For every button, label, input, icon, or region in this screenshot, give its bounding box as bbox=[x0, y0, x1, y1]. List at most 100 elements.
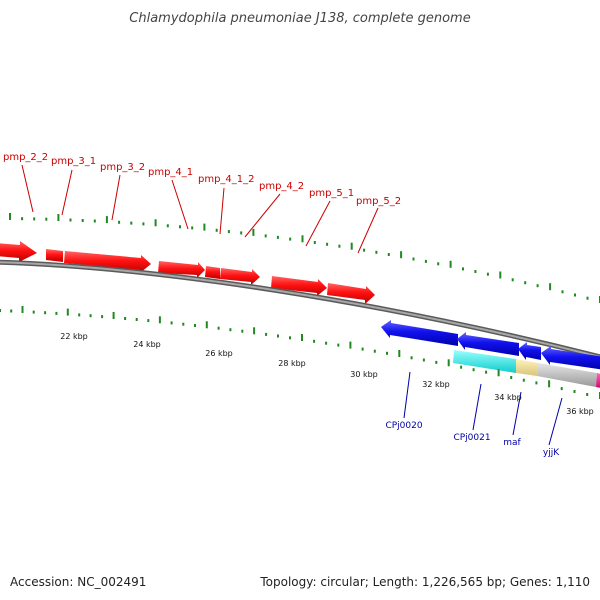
minor-tick bbox=[227, 230, 230, 234]
reverse-gene-arrow[interactable] bbox=[457, 332, 519, 356]
minor-tick bbox=[124, 317, 127, 320]
major-tick bbox=[301, 334, 303, 341]
reverse-gene-arrow[interactable] bbox=[381, 320, 458, 346]
forward-gene-arrow[interactable] bbox=[205, 266, 220, 279]
minor-tick bbox=[265, 332, 268, 336]
reverse-strand-genes bbox=[381, 320, 600, 389]
minor-tick bbox=[522, 378, 525, 382]
gene-label-maf[interactable]: maf bbox=[503, 438, 521, 448]
reverse-gene-block-cyan[interactable] bbox=[453, 350, 516, 373]
minor-tick bbox=[142, 222, 145, 226]
minor-tick bbox=[313, 241, 316, 244]
major-tick bbox=[400, 251, 403, 259]
major-tick bbox=[548, 380, 551, 388]
gene-label-yjjK[interactable]: yjjK bbox=[543, 448, 560, 458]
scale-label: 26 kbp bbox=[205, 349, 233, 358]
minor-tick bbox=[424, 259, 427, 263]
minor-tick bbox=[32, 310, 35, 314]
major-tick bbox=[205, 321, 208, 329]
forward-gene-label-texts: pmp_2_2 pmp_3_1 pmp_3_2 pmp_4_1 pmp_4_1_… bbox=[3, 152, 401, 207]
minor-tick bbox=[93, 219, 96, 223]
minor-tick bbox=[574, 293, 576, 297]
minor-tick bbox=[135, 318, 138, 321]
gene-label-pmp_4_2[interactable]: pmp_4_2 bbox=[259, 181, 304, 192]
minor-tick bbox=[586, 393, 589, 396]
minor-tick bbox=[81, 219, 84, 222]
minor-tick bbox=[264, 234, 267, 238]
reverse-gene-arrow[interactable] bbox=[518, 342, 541, 360]
gene-label-pmp_4_1[interactable]: pmp_4_1 bbox=[148, 167, 193, 178]
minor-tick bbox=[536, 284, 539, 288]
minor-tick bbox=[217, 326, 220, 330]
map-title: Chlamydophila pneumoniae J138, complete … bbox=[129, 11, 470, 26]
gene-label-CPj0020[interactable]: CPj0020 bbox=[385, 421, 422, 431]
gene-label-CPj0021[interactable]: CPj0021 bbox=[453, 433, 490, 443]
minor-tick bbox=[241, 329, 244, 333]
forward-gene-arrow[interactable] bbox=[158, 261, 205, 278]
major-tick bbox=[154, 219, 157, 227]
minor-tick bbox=[412, 257, 415, 261]
reverse-gene-block-magenta[interactable] bbox=[596, 373, 600, 389]
minor-tick bbox=[289, 336, 291, 340]
scale-labels: 22 kbp 24 kbp 26 kbp 28 kbp 30 kbp 32 kb… bbox=[60, 332, 594, 416]
minor-tick bbox=[194, 324, 196, 327]
scale-label: 34 kbp bbox=[494, 393, 522, 402]
minor-tick bbox=[474, 270, 477, 273]
minor-tick bbox=[44, 311, 47, 315]
gene-label-pmp_3_1[interactable]: pmp_3_1 bbox=[51, 156, 96, 167]
major-tick bbox=[57, 214, 60, 221]
major-tick bbox=[105, 216, 108, 224]
forward-gene-labels bbox=[21, 164, 379, 254]
minor-tick bbox=[166, 224, 169, 228]
forward-gene-arrow[interactable] bbox=[46, 249, 63, 262]
minor-tick bbox=[55, 311, 58, 315]
gene-label-pmp_5_1[interactable]: pmp_5_1 bbox=[309, 188, 354, 199]
major-tick bbox=[203, 223, 206, 231]
forward-gene-arrow[interactable] bbox=[327, 283, 375, 304]
gene-label-pmp_4_1_2[interactable]: pmp_4_1_2 bbox=[198, 174, 255, 185]
major-tick bbox=[9, 213, 11, 220]
reverse-gene-arrow[interactable] bbox=[541, 346, 600, 370]
minor-tick bbox=[435, 360, 438, 364]
inner-tick-track bbox=[0, 306, 600, 399]
minor-tick bbox=[561, 290, 564, 294]
forward-gene-arrow[interactable] bbox=[64, 251, 151, 273]
reverse-gene-label-texts: CPj0020 CPj0021 maf yjjK bbox=[385, 421, 560, 458]
minor-tick bbox=[33, 217, 36, 221]
reverse-gene-block-gray[interactable] bbox=[537, 363, 597, 387]
gene-label-pmp_5_2[interactable]: pmp_5_2 bbox=[356, 196, 401, 207]
major-tick bbox=[549, 283, 552, 291]
minor-tick bbox=[147, 319, 150, 323]
major-tick bbox=[497, 369, 500, 377]
minor-tick bbox=[485, 370, 488, 374]
minor-tick bbox=[472, 368, 475, 372]
reverse-gene-block-yellow[interactable] bbox=[516, 359, 538, 376]
minor-tick bbox=[486, 272, 489, 276]
minor-tick bbox=[326, 242, 329, 246]
minor-tick bbox=[277, 334, 279, 338]
minor-tick bbox=[338, 244, 341, 248]
minor-tick bbox=[45, 217, 48, 221]
gene-label-pmp_2_2[interactable]: pmp_2_2 bbox=[3, 152, 48, 163]
major-tick bbox=[499, 271, 502, 279]
minor-tick bbox=[101, 315, 104, 319]
minor-tick bbox=[437, 262, 440, 266]
minor-tick bbox=[21, 217, 24, 221]
forward-gene-arrow[interactable] bbox=[0, 241, 37, 262]
minor-tick bbox=[361, 347, 364, 351]
minor-tick bbox=[535, 381, 538, 385]
scale-label: 24 kbp bbox=[133, 340, 161, 349]
minor-tick bbox=[78, 313, 81, 317]
forward-gene-arrow[interactable] bbox=[220, 268, 260, 285]
major-tick bbox=[350, 242, 353, 250]
minor-tick bbox=[191, 226, 194, 230]
forward-gene-arrow[interactable] bbox=[271, 276, 327, 296]
gene-label-pmp_3_2[interactable]: pmp_3_2 bbox=[100, 162, 145, 173]
minor-tick bbox=[276, 235, 279, 239]
minor-tick bbox=[422, 358, 425, 362]
minor-tick bbox=[387, 253, 390, 256]
major-tick bbox=[349, 341, 352, 349]
minor-tick bbox=[560, 387, 563, 391]
major-tick bbox=[158, 316, 161, 324]
